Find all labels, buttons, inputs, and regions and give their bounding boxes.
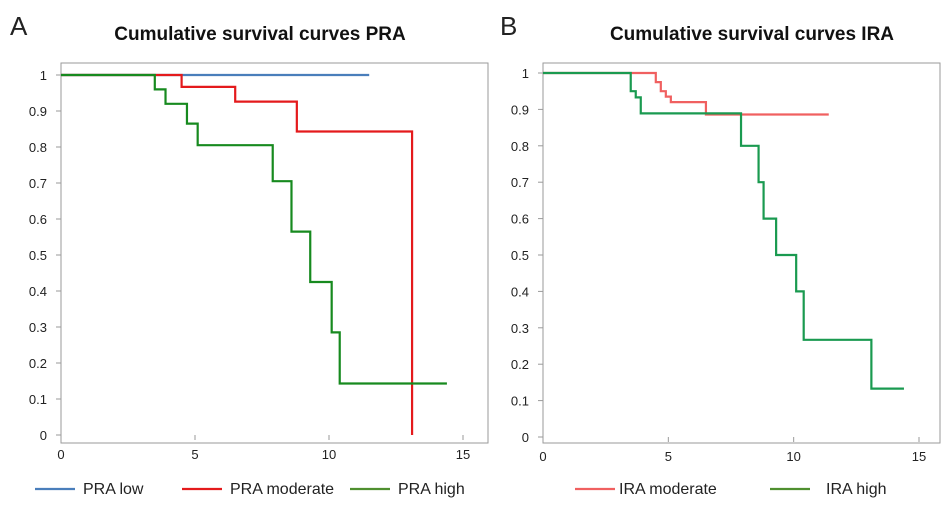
- x-tick-label: 5: [191, 447, 198, 462]
- y-tick-label: 0.2: [29, 356, 47, 371]
- panel-b: B Cumulative survival curves IRA 0 0.1 0.2…: [500, 11, 941, 464]
- panel-a-axes: 00.10.20.30.40.50.60.70.80.910 5 10 15: [29, 68, 470, 462]
- legend-label: IRA high: [826, 481, 886, 498]
- y-tick-label: 0.4: [29, 284, 47, 299]
- x-tick-label: 10: [786, 449, 800, 464]
- panel-a-legend: PRA low PRA moderate PRA high: [35, 481, 465, 498]
- y-tick-label: 0.8: [511, 139, 529, 154]
- y-tick-label: 0.7: [29, 176, 47, 191]
- x-tick-label: 15: [456, 447, 470, 462]
- legend-label: IRA moderate: [619, 481, 717, 498]
- y-tick-label: 1: [40, 68, 47, 83]
- x-tick-label: 15: [912, 449, 926, 464]
- panel-b-title: Cumulative survival curves IRA: [610, 24, 894, 45]
- y-tick-label: 0.6: [29, 212, 47, 227]
- y-tick-label: 0: [40, 428, 47, 443]
- legend-label: PRA moderate: [230, 481, 334, 498]
- y-tick-label: 0.9: [29, 104, 47, 119]
- y-tick-label: 0.5: [29, 248, 47, 263]
- y-tick-label: 0.8: [29, 140, 47, 155]
- y-tick-label: 0.7: [511, 175, 529, 190]
- y-tick-label: 0.9: [511, 102, 529, 117]
- y-tick-label: 0.3: [511, 321, 529, 336]
- y-tick-label: 0.1: [511, 394, 529, 409]
- panel-a-letter: A: [10, 11, 28, 41]
- x-tick-label: 10: [322, 447, 336, 462]
- panel-a-plot-frame: [60, 62, 489, 444]
- series-line-ira-high: [543, 71, 904, 390]
- panel-a-series: [61, 73, 447, 435]
- panel-b-series: [543, 71, 904, 390]
- y-tick-label: 0.1: [29, 392, 47, 407]
- series-line-pra-high: [61, 73, 447, 385]
- x-tick-label: 5: [665, 449, 672, 464]
- legend-label: PRA low: [83, 481, 144, 498]
- y-tick-label: 0.2: [511, 357, 529, 372]
- y-tick-label: 0.4: [511, 284, 529, 299]
- y-tick-label: 0.3: [29, 320, 47, 335]
- y-tick-label: 1: [522, 66, 529, 81]
- legend-label: PRA high: [398, 481, 465, 498]
- panel-b-letter: B: [500, 11, 517, 41]
- series-line-pra-moderate: [61, 73, 414, 435]
- panel-b-axes: 00.10.20.30.40.50.60.70.80.910 5 10 15: [511, 66, 926, 464]
- y-tick-label: 0: [522, 430, 529, 445]
- y-tick-label: 0.5: [511, 248, 529, 263]
- y-tick-label: 0.6: [511, 212, 529, 227]
- series-line-ira-moderate: [543, 71, 829, 116]
- panel-a-title: Cumulative survival curves PRA: [114, 24, 406, 45]
- x-tick-label: 0: [57, 447, 64, 462]
- panel-a: A Cumulative survival curves PRA 0 0.1 0.2…: [10, 11, 489, 462]
- x-tick-label: 0: [539, 449, 546, 464]
- panel-b-plot-frame: [542, 62, 941, 444]
- panel-b-legend: IRA moderate IRA high: [575, 481, 886, 498]
